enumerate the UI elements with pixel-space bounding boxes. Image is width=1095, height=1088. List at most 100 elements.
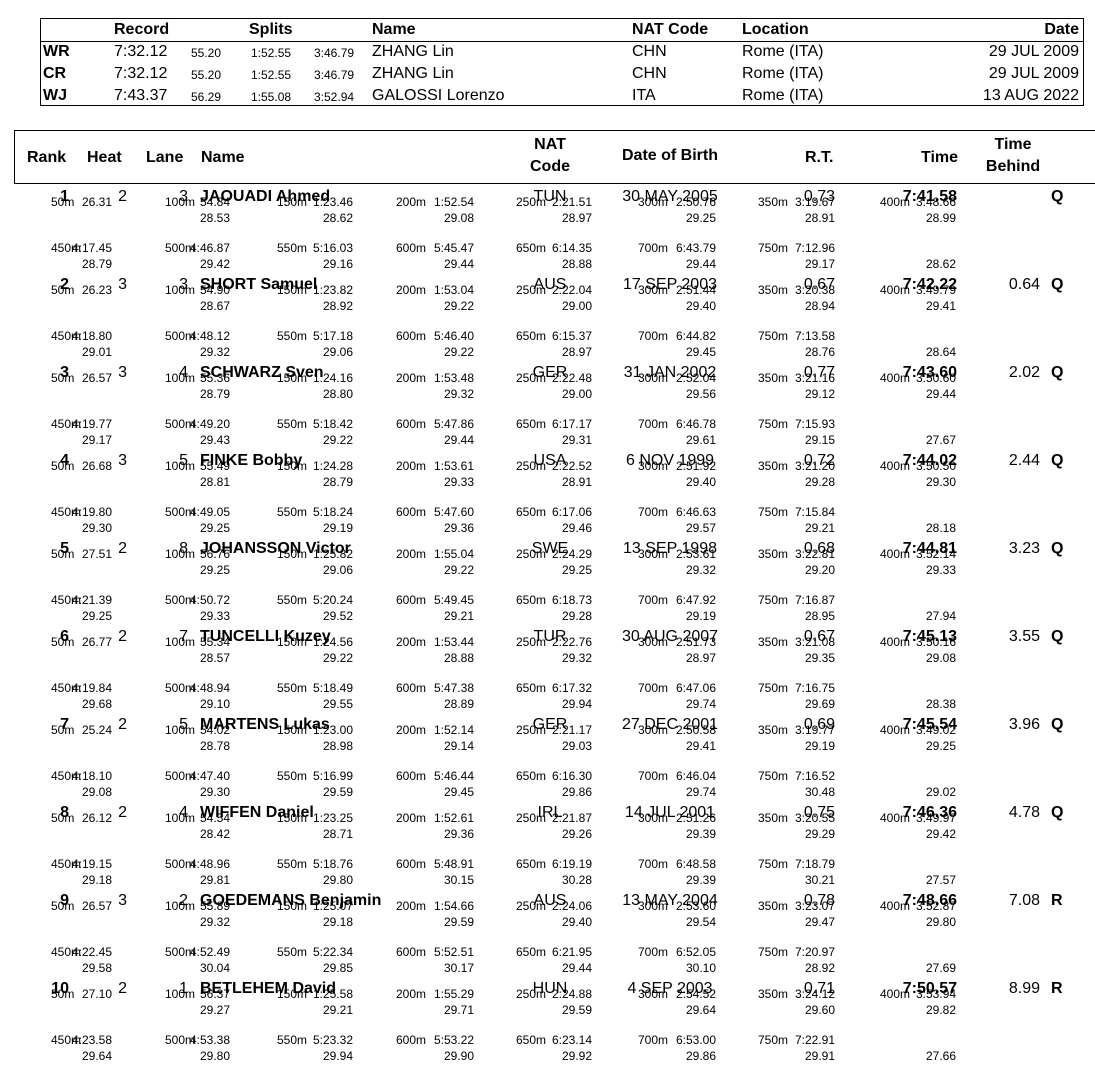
split-time: 7:12.96 — [794, 241, 835, 255]
split-time: 6:46.63 — [675, 505, 716, 519]
split-time: 2:21.87 — [551, 811, 592, 825]
split-distance: 50m — [51, 459, 75, 473]
lap-time: 29.22 — [322, 651, 353, 665]
lap-time: 29.25 — [685, 211, 716, 225]
lap-time: 29.15 — [804, 433, 835, 447]
lap-time: 29.92 — [561, 1049, 592, 1063]
result-time-behind: 2.02 — [1008, 364, 1040, 381]
split-distance: 450m — [51, 329, 82, 343]
split-time: 2:22.76 — [551, 635, 592, 649]
split-time: 4:18.10 — [71, 769, 112, 783]
lap-time: 29.80 — [199, 1049, 230, 1063]
record-split: 56.29 — [191, 90, 222, 104]
split-time: 2:21.17 — [551, 723, 592, 737]
record-name: GALOSSI Lorenzo — [372, 87, 505, 104]
lap-time: 27.69 — [925, 961, 956, 975]
split-distance: 50m — [51, 635, 75, 649]
split-time: 3:49.79 — [915, 283, 956, 297]
split-time: 27.10 — [81, 987, 112, 1001]
lap-time: 28.67 — [199, 299, 230, 313]
qualification-mark: Q — [1051, 628, 1064, 645]
lap-time: 29.26 — [561, 827, 592, 841]
result-nat: TUR — [533, 628, 567, 645]
lap-time: 29.22 — [322, 433, 353, 447]
lap-time: 29.32 — [443, 387, 474, 401]
lap-time: 29.74 — [685, 785, 716, 799]
split-time: 1:23.82 — [312, 283, 353, 297]
split-time: 4:17.45 — [71, 241, 112, 255]
split-distance: 350m — [758, 371, 789, 385]
result-dob: 31 JAN 2002 — [623, 364, 717, 381]
split-time: 3:22.81 — [794, 547, 835, 561]
split-time: 54.84 — [199, 195, 230, 209]
lap-time: 28.91 — [561, 475, 592, 489]
record-code: WJ — [43, 87, 67, 104]
split-time: 6:14.35 — [551, 241, 592, 255]
athlete-name: BETLEHEM David — [200, 980, 337, 997]
lap-time: 29.19 — [804, 739, 835, 753]
split-time: 5:20.24 — [312, 593, 353, 607]
split-distance: 150m — [277, 723, 308, 737]
lap-time: 29.80 — [322, 873, 353, 887]
split-distance: 250m — [516, 371, 547, 385]
lap-time: 29.39 — [685, 827, 716, 841]
result-dob: 13 MAY 2004 — [622, 892, 718, 909]
lap-time: 29.31 — [561, 433, 592, 447]
header-rank: Rank — [27, 149, 67, 166]
split-time: 2:53.60 — [675, 899, 716, 913]
result-rank: 5 — [60, 540, 69, 557]
split-time: 5:18.76 — [312, 857, 353, 871]
result-lane: 4 — [179, 804, 188, 821]
lap-time: 30.48 — [804, 785, 835, 799]
records-table: Record Splits Name NAT Code Location Dat… — [40, 18, 1084, 106]
qualification-mark: Q — [1051, 452, 1064, 469]
lap-time: 29.41 — [925, 299, 956, 313]
split-time: 2:24.29 — [551, 547, 592, 561]
split-time: 6:46.78 — [675, 417, 716, 431]
split-distance: 300m — [638, 547, 669, 561]
split-distance: 150m — [277, 371, 308, 385]
split-time: 7:18.79 — [794, 857, 835, 871]
lap-time: 29.45 — [443, 785, 474, 799]
result-lane: 2 — [179, 892, 188, 909]
result-nat: GER — [532, 716, 568, 733]
result-rt: 0.67 — [803, 628, 835, 645]
lap-time: 29.44 — [925, 387, 956, 401]
result-rt: 0.75 — [803, 804, 835, 821]
qualification-mark: Q — [1051, 540, 1064, 557]
lap-time: 30.28 — [561, 873, 592, 887]
header-lane: Lane — [146, 149, 184, 166]
split-distance: 250m — [516, 987, 547, 1001]
result-rank: 4 — [60, 452, 69, 469]
split-time: 5:46.40 — [433, 329, 474, 343]
lap-time: 29.17 — [81, 433, 112, 447]
result-time: 7:45.13 — [902, 628, 957, 645]
result-dob: 27 DEC 2001 — [621, 716, 719, 733]
lap-time: 29.94 — [561, 697, 592, 711]
split-time: 3:49.97 — [915, 811, 956, 825]
split-distance: 650m — [516, 329, 547, 343]
lap-time: 29.12 — [804, 387, 835, 401]
split-time: 1:24.28 — [312, 459, 353, 473]
record-row: WR 7:32.12 55.20 1:52.55 3:46.79 ZHANG L… — [41, 41, 1083, 63]
lap-time: 30.15 — [443, 873, 474, 887]
split-time: 4:21.39 — [71, 593, 112, 607]
lap-time: 29.00 — [561, 387, 592, 401]
records-header-name: Name — [372, 21, 416, 38]
split-distance: 600m — [396, 681, 427, 695]
split-time: 4:18.80 — [71, 329, 112, 343]
split-distance: 500m — [165, 857, 196, 871]
record-split: 3:46.79 — [314, 46, 355, 60]
lap-time: 29.85 — [322, 961, 353, 975]
split-distance: 600m — [396, 1033, 427, 1047]
split-distance: 550m — [277, 857, 308, 871]
record-code: CR — [43, 65, 67, 82]
result-time-behind: 7.08 — [1008, 892, 1040, 909]
record-name: ZHANG Lin — [372, 43, 454, 60]
split-time: 7:15.93 — [794, 417, 835, 431]
split-time: 3:23.07 — [794, 899, 835, 913]
lap-time: 29.54 — [685, 915, 716, 929]
split-distance: 600m — [396, 593, 427, 607]
split-distance: 350m — [758, 459, 789, 473]
result-lane: 1 — [179, 980, 188, 997]
